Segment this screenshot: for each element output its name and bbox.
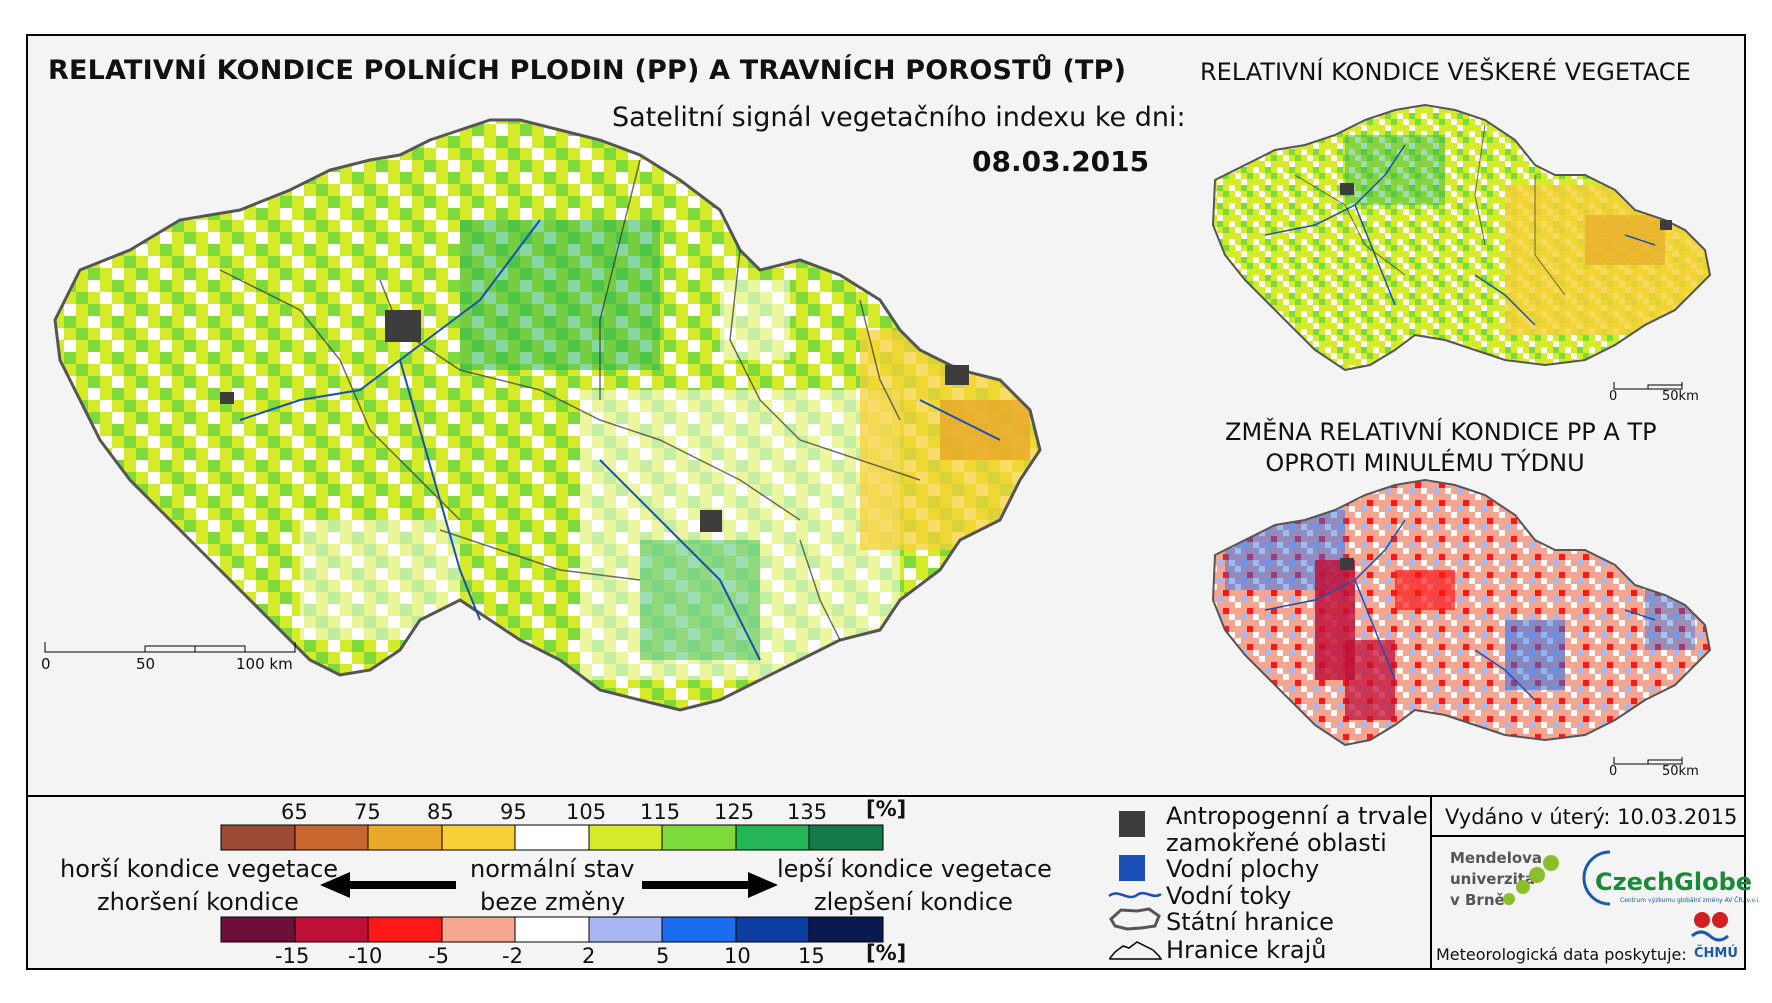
legend-state-border: Státní hranice (1166, 908, 1334, 936)
issued-date: Vydáno v úterý: 10.03.2015 (1445, 805, 1738, 829)
legend-region-border: Hranice krajů (1166, 936, 1327, 964)
overall-scalebar-0: 0 (1609, 389, 1618, 404)
legend-change-swatch (441, 916, 516, 943)
legend-change-label: -5 (428, 944, 449, 968)
change-scalebar-50: 50km (1662, 764, 1699, 779)
overall-scalebar-50: 50km (1662, 389, 1699, 404)
legend-change-label: 5 (656, 944, 670, 968)
legend-change-label: 10 (724, 944, 751, 968)
chmu-logo-text: ČHMÚ (1694, 946, 1738, 961)
legend-change-label: -15 (275, 944, 310, 968)
legend-condition-label: 75 (354, 800, 381, 824)
legend-condition-label: 125 (714, 800, 755, 824)
legend-condition-swatch (367, 824, 443, 851)
change-title-line2: OPROTI MINULÉMU TÝDNU (1265, 449, 1585, 477)
legend-improvement: zlepšení kondice (814, 888, 1013, 916)
legend-worse-condition: horší kondice vegetace (60, 855, 339, 883)
mendel-university-logo-text: Mendelova univerzita v Brně (1450, 849, 1543, 909)
legend-condition-label: 95 (500, 800, 527, 824)
legend-change-swatch (808, 916, 884, 943)
main-scalebar (44, 642, 296, 653)
legend-divider (26, 795, 1746, 797)
legend-change-label: -10 (348, 944, 383, 968)
change-scalebar (1613, 757, 1683, 765)
legend-condition-swatch (588, 824, 663, 851)
legend-normal-state: normální stav (470, 855, 635, 883)
legend-condition-label: 135 (787, 800, 828, 824)
legend-better-condition: lepší kondice vegetace (777, 855, 1052, 883)
chmu-logo-icon (1691, 912, 1729, 942)
legend-change-swatch (294, 916, 369, 943)
legend-condition-swatch (661, 824, 737, 851)
legend-condition-label: 85 (427, 800, 454, 824)
arrow-right-icon (642, 872, 778, 898)
legend-change-swatch (514, 916, 590, 943)
anthropogenic-swatch (1119, 811, 1145, 837)
issued-divider (1432, 835, 1746, 837)
legend-change-swatch (220, 916, 296, 943)
right-title: RELATIVNÍ KONDICE VEŠKERÉ VEGETACE (1200, 58, 1691, 86)
legend-condition-swatch (735, 824, 810, 851)
legend-change-bar (220, 916, 884, 943)
legend-change-swatch (588, 916, 663, 943)
legend-condition-swatch (514, 824, 590, 851)
czech-globe-subtitle: Centrum výzkumu globální změny AV ČR, v.… (1620, 897, 1761, 904)
legend-condition-label: 65 (281, 800, 308, 824)
change-title-line1: ZMĚNA RELATIVNÍ KONDICE PP A TP (1225, 418, 1657, 446)
legend-anthropogenic-line2: zamokřené oblasti (1166, 829, 1387, 857)
legend-no-change: beze změny (480, 888, 626, 916)
river-icon (1108, 891, 1162, 899)
legend-change-swatch (367, 916, 443, 943)
czech-globe-logo-icon (1582, 850, 1611, 906)
legend-condition-label: 105 (566, 800, 607, 824)
legend-condition-unit: [%] (866, 797, 907, 821)
change-scalebar-0: 0 (1609, 764, 1618, 779)
legend-change-unit: [%] (866, 941, 907, 965)
arrow-left-icon (320, 872, 456, 898)
legend-change-label: -2 (502, 944, 523, 968)
info-divider (1430, 797, 1432, 970)
region-border-icon (1109, 941, 1163, 960)
legend-change-label: 2 (582, 944, 596, 968)
legend-change-label: 15 (798, 944, 825, 968)
satellite-label: Satelitní signál vegetačního indexu ke d… (612, 102, 1186, 133)
change-map (1211, 478, 1712, 747)
overall-scalebar (1613, 382, 1683, 390)
main-scalebar-100: 100 km (236, 655, 293, 673)
legend-anthropogenic-line1: Antropogenní a trvale (1166, 802, 1428, 830)
legend-water-bodies: Vodní plochy (1166, 855, 1320, 883)
main-title: RELATIVNÍ KONDICE POLNÍCH PLODIN (PP) A … (48, 55, 1127, 86)
legend-condition-swatch (808, 824, 884, 851)
legend-change-swatch (735, 916, 810, 943)
date-label: 08.03.2015 (972, 145, 1150, 178)
main-condition-map (53, 118, 1042, 712)
change-title: ZMĚNA RELATIVNÍ KONDICE PP A TP OPROTI M… (1225, 417, 1657, 479)
legend-condition-swatch (294, 824, 369, 851)
overall-vegetation-map (1211, 103, 1712, 372)
legend-change-swatch (661, 916, 737, 943)
mendel-logo-icon (1503, 855, 1559, 905)
legend-condition-swatch (441, 824, 516, 851)
czech-globe-logo-text: CzechGlobe (1595, 868, 1753, 896)
main-scalebar-0: 0 (41, 655, 51, 673)
water-bodies-swatch (1119, 855, 1145, 881)
legend-condition-bar (220, 824, 884, 851)
legend-rivers: Vodní toky (1166, 882, 1292, 910)
state-border-icon (1109, 907, 1161, 931)
meteo-data-provider: Meteorologická data poskytuje: (1436, 945, 1687, 964)
legend-condition-label: 115 (640, 800, 681, 824)
legend-worsening: zhoršení kondice (97, 888, 299, 916)
main-scalebar-50: 50 (136, 655, 156, 673)
legend-condition-swatch (220, 824, 296, 851)
